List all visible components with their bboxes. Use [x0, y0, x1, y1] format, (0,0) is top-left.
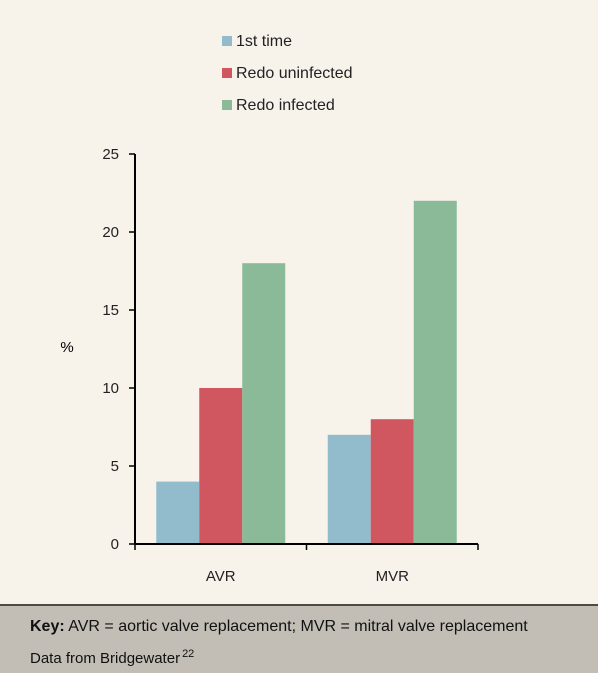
y-tick-label: 15 [102, 302, 119, 319]
key-note: Key: AVR = aortic valve replacement; MVR… [30, 618, 528, 636]
legend-label: Redo infected [236, 97, 335, 114]
legend-label: 1st time [236, 33, 292, 50]
bar-mvr-redo-infected [413, 200, 457, 545]
chart-footer: Key: AVR = aortic valve replacement; MVR… [0, 604, 598, 673]
chart-area: 1st time Redo uninfected Redo infected % 0… [60, 33, 479, 585]
x-axis-ticks: AVR MVR [134, 544, 479, 585]
source-text: Data from Bridgewater [30, 650, 181, 667]
y-axis-ticks: 0 5 10 15 20 25 [102, 146, 135, 553]
source-reference: 22 [182, 648, 195, 660]
bar-avr-1st-time [156, 481, 200, 544]
x-tick-label: AVR [206, 568, 236, 585]
y-tick-label: 20 [102, 224, 119, 241]
legend-swatch [222, 36, 232, 46]
key-text: AVR = aortic valve replacement; MVR = mi… [64, 618, 528, 635]
bar-chart: 1st time Redo uninfected Redo infected % 0… [60, 33, 479, 585]
x-tick-label: MVR [376, 568, 410, 585]
bar-mvr-redo-uninfected [370, 419, 414, 544]
key-label: Key: [30, 618, 65, 635]
legend-label: Redo uninfected [236, 65, 353, 82]
y-tick-label: 10 [102, 380, 119, 397]
legend-swatch [222, 100, 232, 110]
y-tick-label: 5 [111, 458, 119, 475]
y-tick-label: 25 [102, 146, 119, 163]
chart-legend: 1st time Redo uninfected Redo infected [222, 33, 353, 114]
legend-swatch [222, 68, 232, 78]
bar-group [156, 200, 457, 545]
bar-avr-redo-infected [242, 263, 286, 544]
source-note: Data from Bridgewater 22 [30, 648, 194, 667]
bar-avr-redo-uninfected [199, 388, 243, 544]
bar-mvr-1st-time [327, 434, 371, 544]
y-axis-label: % [60, 339, 73, 356]
y-tick-label: 0 [111, 536, 119, 553]
